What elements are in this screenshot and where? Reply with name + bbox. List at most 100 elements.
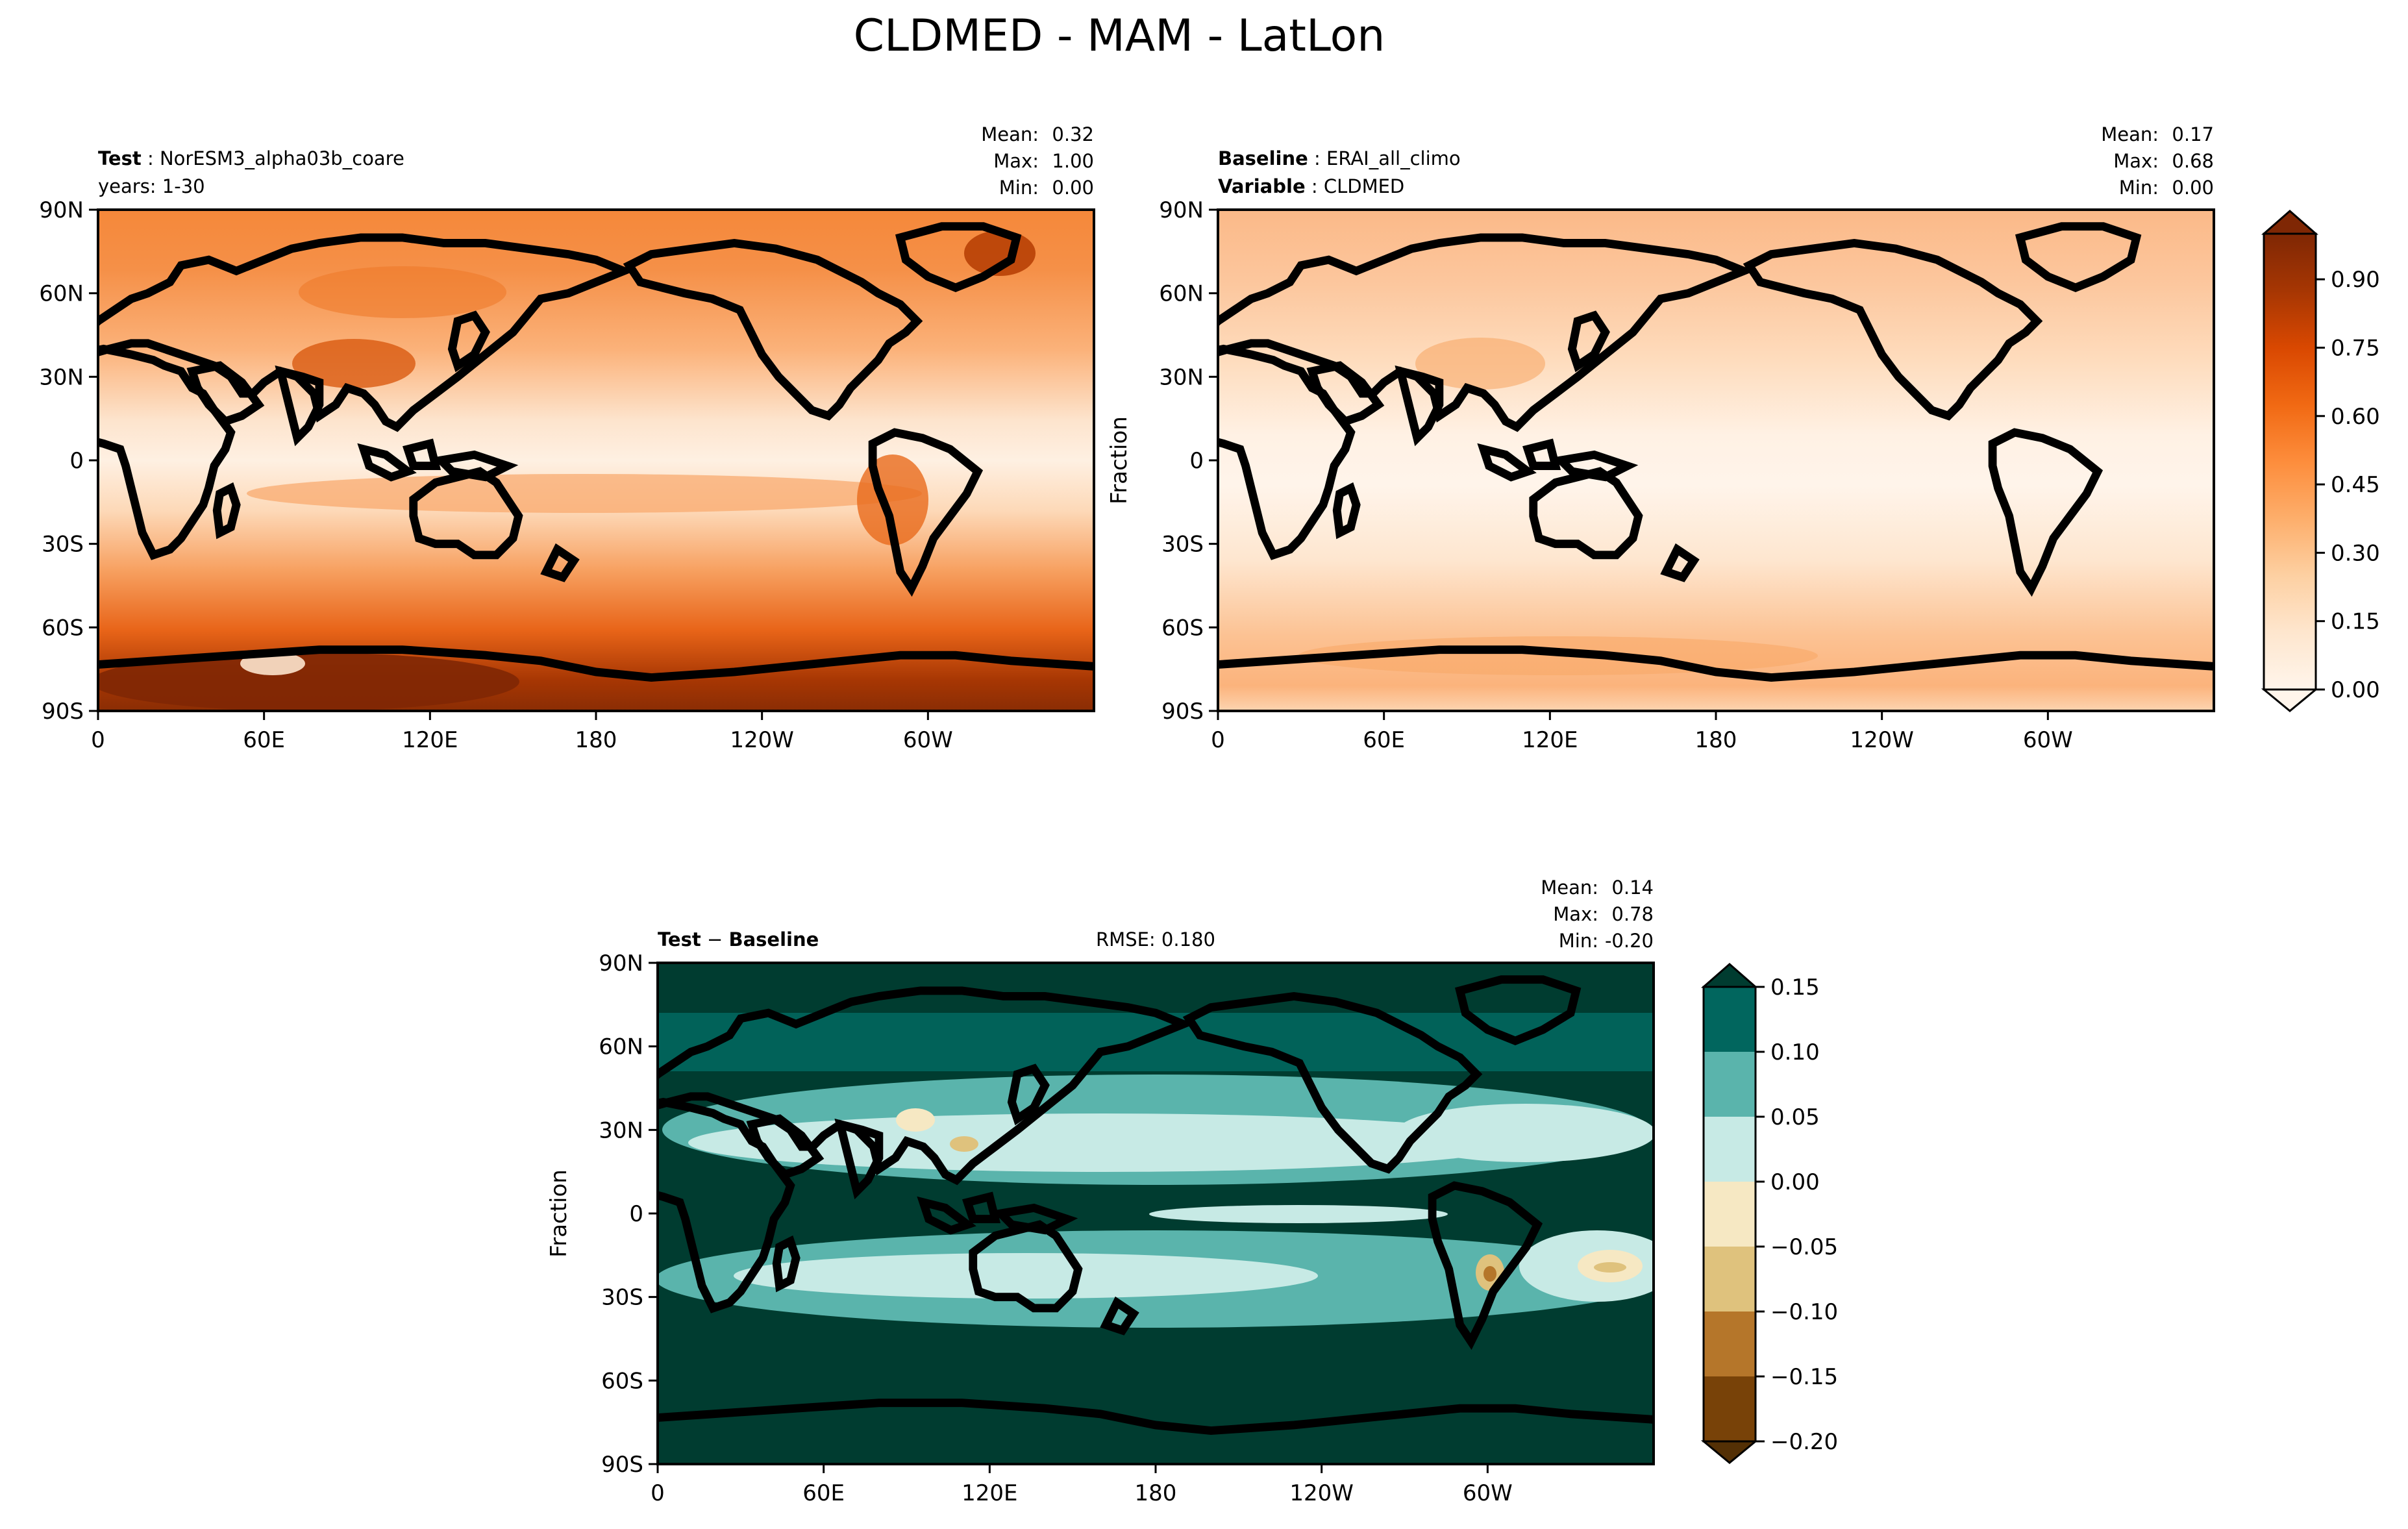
oranges-colorbar-tick-label: 0.15 (2331, 609, 2380, 635)
oranges-colorbar-min-arrow (2261, 688, 2319, 712)
test-field (98, 210, 1094, 711)
brbg-colorbar-max-arrow (1701, 963, 1758, 988)
oranges-colorbar-tick-label: 0.75 (2331, 336, 2380, 362)
diff-ytick-label: 30N (599, 1117, 643, 1143)
diff-ytick-label: 90S (601, 1452, 643, 1478)
brbg-colorbar-segment (1704, 1376, 1756, 1442)
test-years-label: years: 1-30 (98, 175, 205, 197)
diff-panel: 0 60E 120E 180 120W 60W 90N 60N 30N 0 30S 60S 90S Fr… (546, 876, 1655, 1506)
oranges-colorbar-tick-label: 0.60 (2331, 404, 2380, 430)
baseline-mean-label: Mean: (2101, 123, 2159, 145)
diff-min: -0.20 (1605, 930, 1654, 952)
svg-text:Variable : CLDMED: Variable : CLDMED (1218, 175, 1404, 197)
test-stats: Mean: 0.32 Max: 1.00 Min: 0.00 (981, 123, 1094, 199)
test-xtick-label: 120W (730, 727, 794, 753)
diff-ylabel: Fraction (546, 1169, 572, 1258)
oranges-colorbar-tick-label: 0.30 (2331, 540, 2380, 566)
diff-stats: Mean: 0.14 Max: 0.78 Min: -0.20 (1541, 876, 1654, 952)
baseline-ytick-label: 0 (1189, 448, 1204, 474)
variable-label-sep: : (1306, 175, 1324, 197)
oranges-colorbar-tick-label: 0.90 (2331, 267, 2380, 293)
test-max-label: Max: (993, 150, 1039, 172)
siberia-band (299, 266, 506, 318)
test-min-label: Min: (999, 177, 1039, 199)
brbg-colorbar-tick-label: −0.10 (1770, 1299, 1838, 1325)
baseline-xtick-label: 120W (1850, 727, 1914, 753)
baseline-tibet (1415, 338, 1545, 390)
diff-nh-atlantic (1396, 1104, 1654, 1162)
diff-ytick-label: 60N (599, 1034, 643, 1060)
test-ytick-label: 30S (42, 532, 84, 558)
diff-min-label: Min: (1559, 930, 1598, 952)
brbg-colorbar-outline (1702, 986, 1757, 1443)
test-label-bold: Test (98, 147, 142, 169)
tibet-high (292, 339, 416, 388)
baseline-ytick-label: 30S (1161, 532, 1204, 558)
baseline-stats: Mean: 0.17 Max: 0.68 Min: 0.00 (2101, 123, 2214, 199)
test-ytick-label: 90S (42, 699, 84, 725)
diff-xtick-label: 0 (651, 1480, 665, 1506)
diff-xtick-label: 60W (1463, 1480, 1513, 1506)
svg-text:Test : NorESM3_alpha03b_coare: Test : NorESM3_alpha03b_coare (98, 147, 404, 169)
baseline-xtick-label: 120E (1522, 727, 1578, 753)
brbg-colorbar-segment (1704, 1117, 1756, 1182)
diff-ytick-label: 90N (599, 951, 643, 976)
diff-xtick-label: 120E (962, 1480, 1017, 1506)
brbg-colorbar-tick-label: −0.05 (1770, 1234, 1838, 1260)
test-min: 0.00 (1052, 177, 1094, 199)
diff-mean-label: Mean: (1541, 876, 1598, 899)
diff-asia-light (896, 1108, 935, 1132)
oranges-colorbar: 0.00 0.15 0.30 0.45 0.60 0.75 0.90 (2261, 210, 2380, 712)
brbg-colorbar-tick-label: 0.15 (1770, 975, 1820, 1001)
oranges-colorbar-tick-label: 0.45 (2331, 472, 2380, 498)
diff-mean: 0.14 (1611, 876, 1654, 899)
diff-ytick-label: 60S (601, 1368, 643, 1394)
test-ytick-label: 0 (69, 448, 84, 474)
baseline-min-label: Min: (2119, 177, 2159, 199)
diff-label-test: Test (658, 928, 701, 951)
brbg-colorbar-segment (1704, 1052, 1756, 1117)
brbg-colorbar: 0.15 0.10 0.05 0.00 −0.05 −0.10 −0.15 −0.20 (1700, 963, 1838, 1464)
baseline-xtick-label: 60W (2023, 727, 2073, 753)
oranges-colorbar-body (2263, 232, 2317, 691)
brbg-colorbar-tick-label: 0.10 (1770, 1039, 1820, 1065)
test-xtick-label: 120E (402, 727, 458, 753)
baseline-xtick-label: 180 (1695, 727, 1737, 753)
test-label-value: NorESM3_alpha03b_coare (160, 147, 404, 169)
baseline-min: 0.00 (2172, 177, 2214, 199)
brbg-colorbar-segment (1704, 987, 1756, 1052)
diff-ytick-label: 30S (601, 1285, 643, 1311)
diff-asia-neg (950, 1136, 978, 1152)
baseline-ytick-label: 90S (1161, 699, 1204, 725)
baseline-xtick-label: 60E (1363, 727, 1405, 753)
baseline-ytick-label: 60S (1161, 615, 1204, 641)
test-mean-label: Mean: (981, 123, 1039, 145)
test-ytick-label: 90N (39, 197, 84, 223)
baseline-label-sep: : (1308, 147, 1326, 169)
svg-text:Test − Baseline: Test − Baseline (658, 928, 819, 951)
brbg-colorbar-segment (1704, 1247, 1756, 1312)
baseline-mean: 0.17 (2172, 123, 2214, 145)
oranges-colorbar-tick-label: 0.00 (2331, 677, 2380, 703)
diff-xtick-label: 60E (802, 1480, 845, 1506)
test-mean: 0.32 (1052, 123, 1094, 145)
test-ytick-label: 30N (39, 364, 84, 390)
variable-label-value: CLDMED (1324, 175, 1404, 197)
diff-max: 0.78 (1611, 903, 1654, 925)
figure-title: CLDMED - MAM - LatLon (854, 10, 1385, 62)
diff-ytick-label: 0 (629, 1201, 643, 1227)
pacific-itcz (247, 474, 922, 513)
diff-sa-neg-core (1483, 1266, 1496, 1282)
test-xtick-label: 60W (903, 727, 953, 753)
test-xtick-label: 0 (91, 727, 105, 753)
test-max: 1.00 (1052, 150, 1094, 172)
baseline-ytick-label: 30N (1159, 364, 1204, 390)
baseline-label-bold: Baseline (1218, 147, 1308, 169)
baseline-max: 0.68 (2172, 150, 2214, 172)
diff-eq-light (1149, 1205, 1448, 1223)
diff-max-label: Max: (1553, 903, 1598, 925)
baseline-ytick-label: 90N (1159, 197, 1204, 223)
variable-label-bold: Variable (1218, 175, 1306, 197)
diff-rmse: RMSE: 0.180 (1096, 928, 1215, 951)
